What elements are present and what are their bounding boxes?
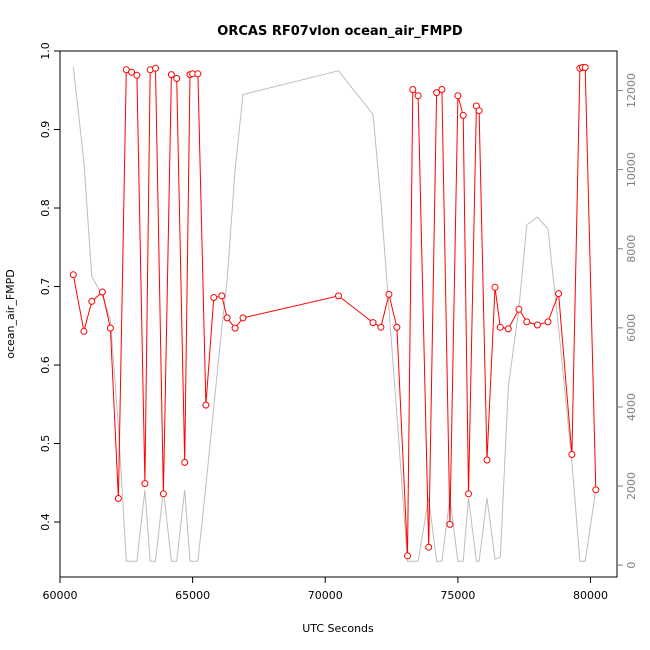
data-point — [555, 290, 563, 298]
x-tick-label: 80000 — [573, 589, 608, 602]
data-point — [568, 451, 576, 458]
data-point — [231, 324, 239, 332]
data-point — [369, 319, 377, 327]
y-tick-label: 0.5 — [39, 435, 52, 453]
data-point — [393, 323, 401, 331]
chart-title: ORCAS RF07vlon ocean_air_FMPD — [217, 24, 463, 39]
data-point — [167, 71, 175, 79]
y-tick-label: 0.4 — [39, 513, 52, 531]
series-primary-line — [72, 67, 597, 556]
series-secondary-line — [72, 66, 597, 562]
data-point — [218, 292, 226, 300]
plot-frame — [59, 50, 618, 578]
data-point — [210, 294, 218, 301]
x-axis-label: UTC Seconds — [302, 622, 374, 635]
data-point — [152, 64, 159, 72]
data-point — [69, 271, 77, 279]
data-point — [454, 92, 462, 100]
y2-tick-label: 10000 — [625, 152, 638, 187]
data-point — [544, 318, 552, 326]
data-point — [496, 323, 504, 331]
data-point — [446, 520, 454, 528]
data-point — [141, 480, 149, 488]
data-point — [173, 75, 181, 82]
y2-tick-label: 0 — [625, 562, 638, 569]
data-point — [475, 107, 483, 115]
x-tick-label: 70000 — [308, 589, 343, 602]
data-point — [202, 401, 210, 409]
data-point — [335, 292, 342, 300]
y2-tick-label: 4000 — [625, 393, 638, 421]
y2-tick-label: 12000 — [625, 73, 638, 108]
x-axis: 60000 65000 70000 75000 80000 — [43, 577, 608, 602]
data-point — [465, 490, 472, 498]
data-point — [414, 92, 422, 100]
data-point — [114, 495, 122, 502]
x-tick-label: 65000 — [175, 589, 210, 602]
data-point — [181, 458, 189, 466]
data-point — [385, 290, 393, 298]
data-point — [128, 68, 136, 76]
y-tick-label: 1.0 — [39, 42, 52, 60]
data-point — [504, 325, 512, 333]
data-point — [98, 288, 106, 296]
data-point — [581, 64, 589, 71]
data-point — [223, 314, 231, 322]
data-point — [533, 321, 541, 329]
data-point — [159, 490, 167, 498]
x-tick-label: 60000 — [43, 589, 78, 602]
data-point — [239, 314, 247, 322]
data-point — [515, 305, 523, 313]
x-tick-label: 75000 — [440, 589, 475, 602]
series-secondary — [72, 66, 597, 562]
data-point — [377, 323, 385, 331]
data-point — [133, 71, 141, 79]
data-point — [459, 111, 467, 119]
data-point — [106, 324, 114, 332]
series-primary — [69, 64, 600, 560]
y-tick-label: 0.9 — [39, 121, 52, 139]
y-tick-label: 0.7 — [39, 278, 52, 296]
data-point — [483, 456, 491, 464]
data-point — [425, 543, 433, 551]
data-point — [433, 89, 441, 97]
data-point — [88, 297, 96, 305]
y2-tick-label: 2000 — [625, 472, 638, 500]
data-point — [80, 327, 88, 335]
data-point — [438, 86, 446, 93]
y-tick-label: 0.6 — [39, 356, 52, 374]
data-point — [523, 318, 531, 326]
data-point — [592, 486, 600, 494]
y-tick-label: 0.8 — [39, 199, 52, 217]
data-point — [404, 552, 411, 560]
y-axis-right: 0 2000 4000 6000 8000 10000 12000 — [617, 73, 638, 569]
y2-tick-label: 8000 — [625, 235, 638, 263]
data-point — [491, 283, 499, 291]
data-point — [409, 86, 417, 93]
y2-tick-label: 6000 — [625, 314, 638, 342]
data-point — [194, 70, 202, 78]
y-axis-left: 0.4 0.5 0.6 0.7 0.8 0.9 1.0 — [39, 42, 60, 531]
y-axis-label: ocean_air_FMPD — [4, 269, 17, 359]
